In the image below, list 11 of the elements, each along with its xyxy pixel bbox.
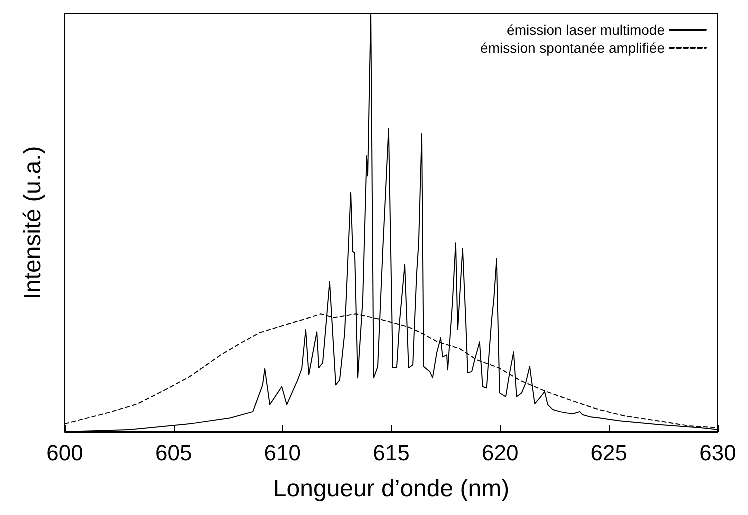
legend-label: émission laser multimode bbox=[507, 22, 666, 38]
x-tick-label: 630 bbox=[700, 440, 736, 466]
x-tick-label: 615 bbox=[373, 440, 410, 466]
x-tick-label: 625 bbox=[590, 440, 628, 466]
x-tick-label: 600 bbox=[46, 440, 84, 466]
y-axis-title: Intensité (u.a.) bbox=[20, 146, 46, 300]
x-tick-label: 610 bbox=[264, 440, 302, 466]
x-axis-title: Longueur d’onde (nm) bbox=[273, 476, 510, 502]
x-tick-label: 620 bbox=[482, 440, 519, 466]
x-tick-label: 605 bbox=[155, 440, 192, 466]
legend-label: émission spontanée amplifiée bbox=[480, 40, 666, 56]
